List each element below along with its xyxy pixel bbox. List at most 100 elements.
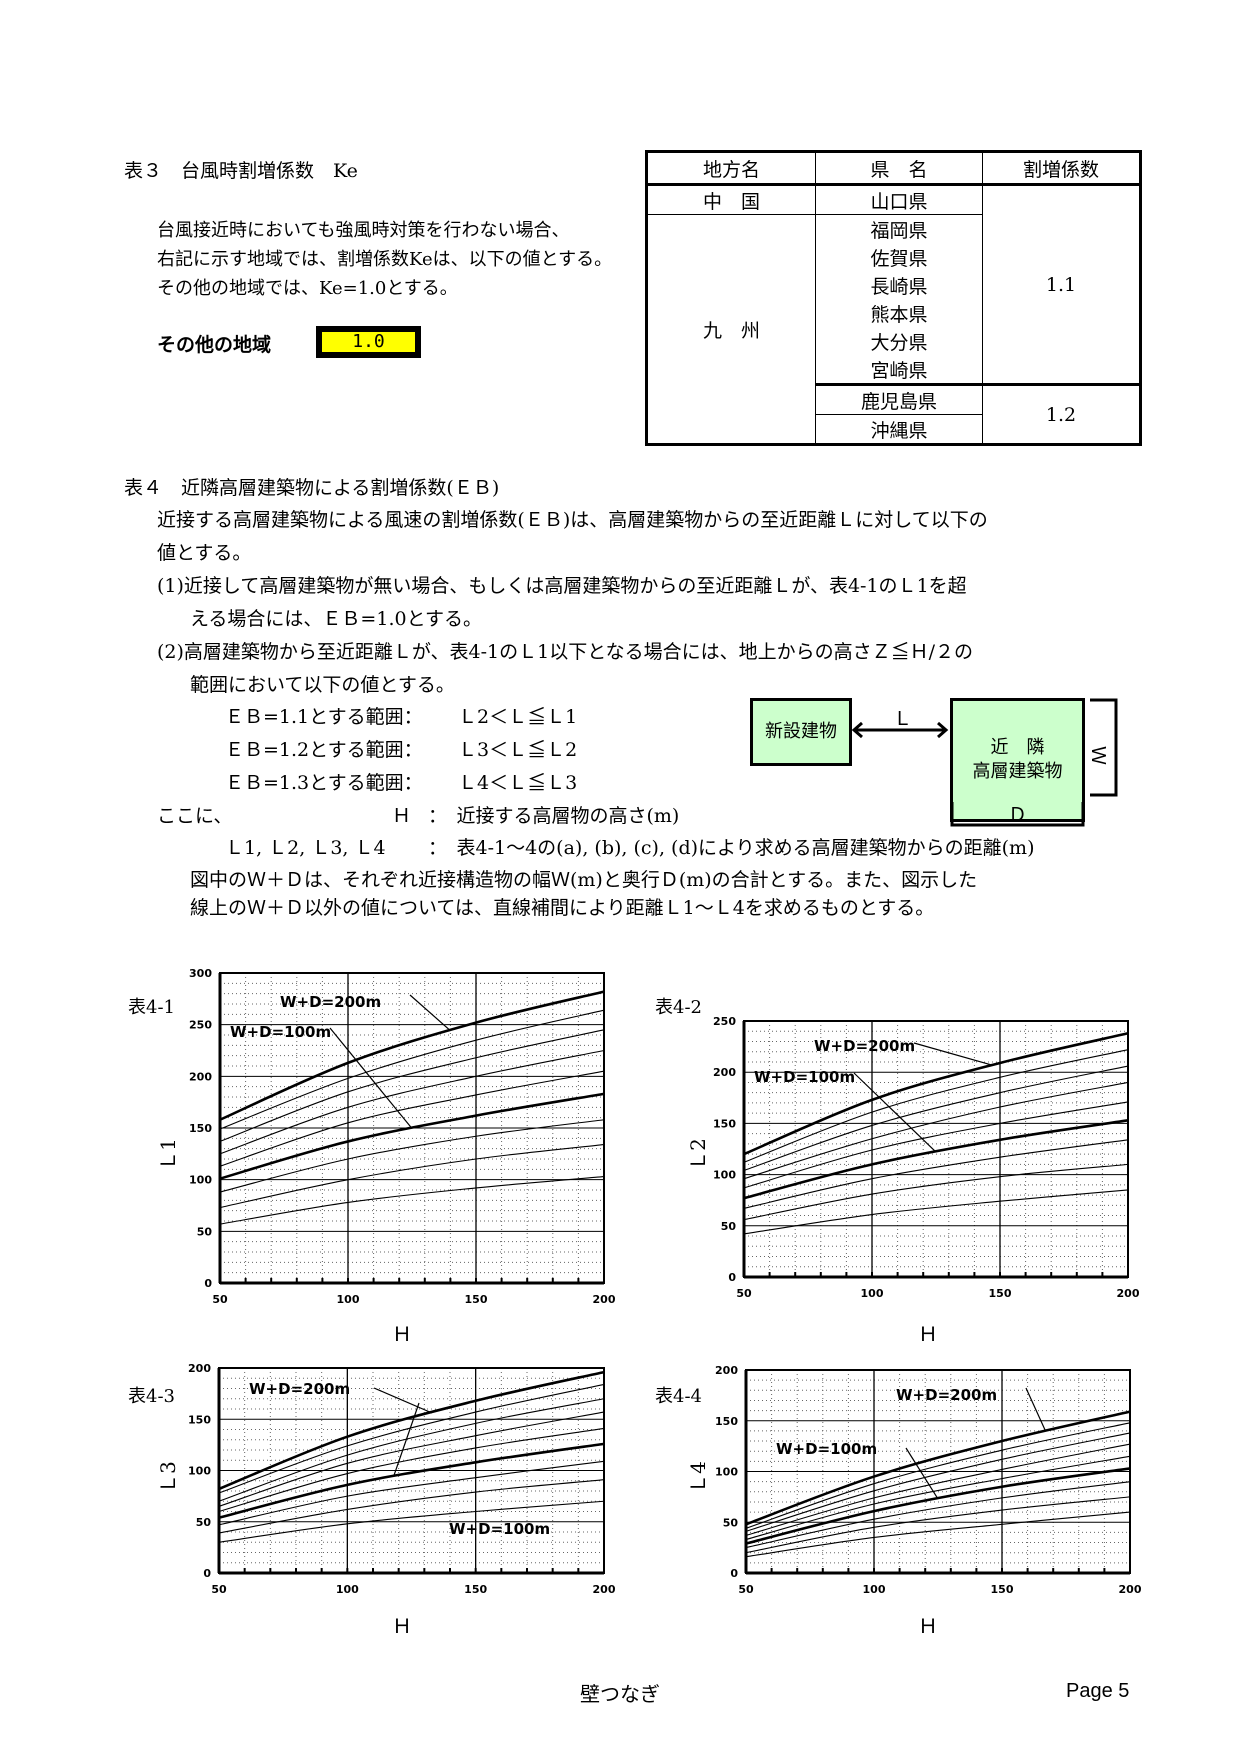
y-tick-label: 100 <box>715 1466 738 1479</box>
series-line <box>219 1119 605 1193</box>
series-line <box>219 990 605 1121</box>
y-tick-label: 150 <box>189 1122 212 1135</box>
table4-condition-1: える場合には、ＥＢ=1.0とする。 <box>190 608 482 630</box>
table-row: 沖縄県 <box>647 414 1141 445</box>
series-annotation: W+D=200m <box>896 1386 997 1404</box>
region-cell: 九 州 <box>646 214 816 445</box>
depth-label: Ｄ <box>1008 804 1028 826</box>
series-line <box>218 1479 605 1534</box>
x-tick-label: 50 <box>211 1583 227 1596</box>
y-tick-label: 50 <box>197 1225 213 1238</box>
table-row: 佐賀県 <box>647 243 1141 271</box>
table3-title: 表３ 台風時割増係数 Ke <box>124 160 358 182</box>
series-line <box>745 1432 1131 1532</box>
series-line <box>219 1049 605 1155</box>
table4-condition-2: 範囲において以下の値とする。 <box>190 674 455 696</box>
series-annotation: W+D=100m <box>776 1440 877 1458</box>
series-annotation: W+D=100m <box>449 1520 550 1538</box>
table3-text-line: 右記に示す地域では、割増係数Keは、以下の値とする。 <box>157 249 613 270</box>
series-line <box>745 1455 1131 1541</box>
series-annotation: W+D=100m <box>754 1068 855 1086</box>
y-tick-label: 100 <box>188 1465 211 1478</box>
header-coefficient: 割増係数 <box>982 151 1141 186</box>
neighbor-building-label: 高層建築物 <box>972 761 1063 782</box>
header-prefecture: 県 名 <box>815 151 983 186</box>
series-line <box>218 1370 605 1491</box>
annotation-leader-line <box>392 1402 420 1477</box>
range-condition: Ｌ2＜Ｌ≦Ｌ1 <box>458 706 578 728</box>
table4-paragraph: 近接する高層建築物による風速の割増係数(ＥＢ)は、高層建築物からの至近距離Ｌに対… <box>157 509 988 531</box>
series-line <box>745 1443 1131 1536</box>
annotation-leader-line <box>913 1042 993 1066</box>
coefficient-cell: 1.1 <box>982 184 1141 385</box>
region-coefficient-table: 地方名 県 名 割増係数 中 国 山口県 1.1 九 州 福岡県 佐賀県 長崎県… <box>645 150 1142 446</box>
range-label: ＥＢ=1.1とする範囲： <box>225 706 423 728</box>
y-tick-label: 0 <box>730 1567 738 1580</box>
annotation-leader-line <box>853 1072 937 1153</box>
table3-text-line: その他の地域では、Ke=1.0とする。 <box>157 278 458 299</box>
series-line <box>743 1081 1129 1180</box>
series-line <box>745 1511 1131 1558</box>
y-tick-label: 150 <box>188 1413 211 1426</box>
x-tick-label: 100 <box>861 1287 884 1300</box>
x-tick-label: 200 <box>1117 1287 1140 1300</box>
x-tick-label: 200 <box>593 1583 616 1596</box>
x-tick-label: 100 <box>863 1583 886 1596</box>
x-tick-label: 150 <box>989 1287 1012 1300</box>
annotation-leader-line <box>329 1027 413 1129</box>
table-row: 大分県 <box>647 327 1141 355</box>
x-tick-label: 100 <box>337 1293 360 1306</box>
neighbor-building-label: 近 隣 <box>990 737 1045 758</box>
table-row: 中 国 山口県 1.1 <box>646 184 1141 385</box>
y-tick-label: 0 <box>204 1277 212 1290</box>
table4-title: 表４ 近隣高層建築物による割増係数(ＥＢ) <box>124 477 500 499</box>
y-tick-label: 0 <box>203 1567 211 1580</box>
x-tick-label: 150 <box>464 1583 487 1596</box>
series-annotation: W+D=200m <box>249 1380 350 1398</box>
y-tick-label: 0 <box>728 1271 736 1284</box>
series-line <box>218 1460 605 1526</box>
series-line <box>743 1065 1129 1172</box>
y-axis-label: Ｌ4 <box>685 1461 710 1494</box>
prefecture-cell: 宮崎県 <box>815 355 983 385</box>
h-definition: ： 近接する高層物の高さ(m) <box>428 805 680 827</box>
neighbor-building-box: 近 隣 高層建築物 <box>950 698 1085 822</box>
header-region: 地方名 <box>646 151 816 186</box>
where-label: ここに、 <box>157 805 233 827</box>
y-tick-label: 200 <box>188 1362 211 1375</box>
y-tick-label: 200 <box>189 1070 212 1083</box>
prefecture-cell: 福岡県 <box>815 214 983 243</box>
distance-arrow-icon <box>851 721 949 739</box>
y-tick-label: 50 <box>721 1220 737 1233</box>
x-tick-label: 150 <box>991 1583 1014 1596</box>
range-label: ＥＢ=1.2とする範囲： <box>225 739 423 761</box>
y-axis-label: Ｌ3 <box>155 1461 180 1494</box>
table4-paragraph: 値とする。 <box>157 542 252 564</box>
range-condition: Ｌ4＜Ｌ≦Ｌ3 <box>458 772 578 794</box>
prefecture-cell: 長崎県 <box>815 271 983 299</box>
width-bracket <box>1090 698 1118 797</box>
x-axis-label: Ｈ <box>918 1322 938 1346</box>
series-line <box>745 1496 1131 1554</box>
series-line <box>218 1411 605 1507</box>
table4-condition-1: (1)近接して高層建築物が無い場合、もしくは高層建築物からの至近距離Ｌが、表4-… <box>157 575 967 597</box>
prefecture-cell: 山口県 <box>815 184 983 215</box>
new-building-box: 新設建物 <box>750 698 852 766</box>
annotation-leader-line <box>1025 1387 1047 1432</box>
other-region-value: 1.0 <box>322 332 415 352</box>
series-line <box>219 1009 605 1130</box>
table3-text-line: 台風接近時においても強風時対策を行わない場合、 <box>157 220 570 241</box>
y-tick-label: 300 <box>189 967 212 980</box>
series-line <box>218 1383 605 1494</box>
series-line <box>743 1163 1129 1221</box>
range-label: ＥＢ=1.3とする範囲： <box>225 772 423 794</box>
series-line <box>743 1049 1129 1163</box>
prefecture-cell: 佐賀県 <box>815 243 983 271</box>
x-tick-label: 100 <box>336 1583 359 1596</box>
series-line <box>743 1189 1129 1235</box>
h-symbol: Ｈ <box>392 805 412 827</box>
new-building-label: 新設建物 <box>765 721 837 742</box>
series-line <box>743 1139 1129 1209</box>
